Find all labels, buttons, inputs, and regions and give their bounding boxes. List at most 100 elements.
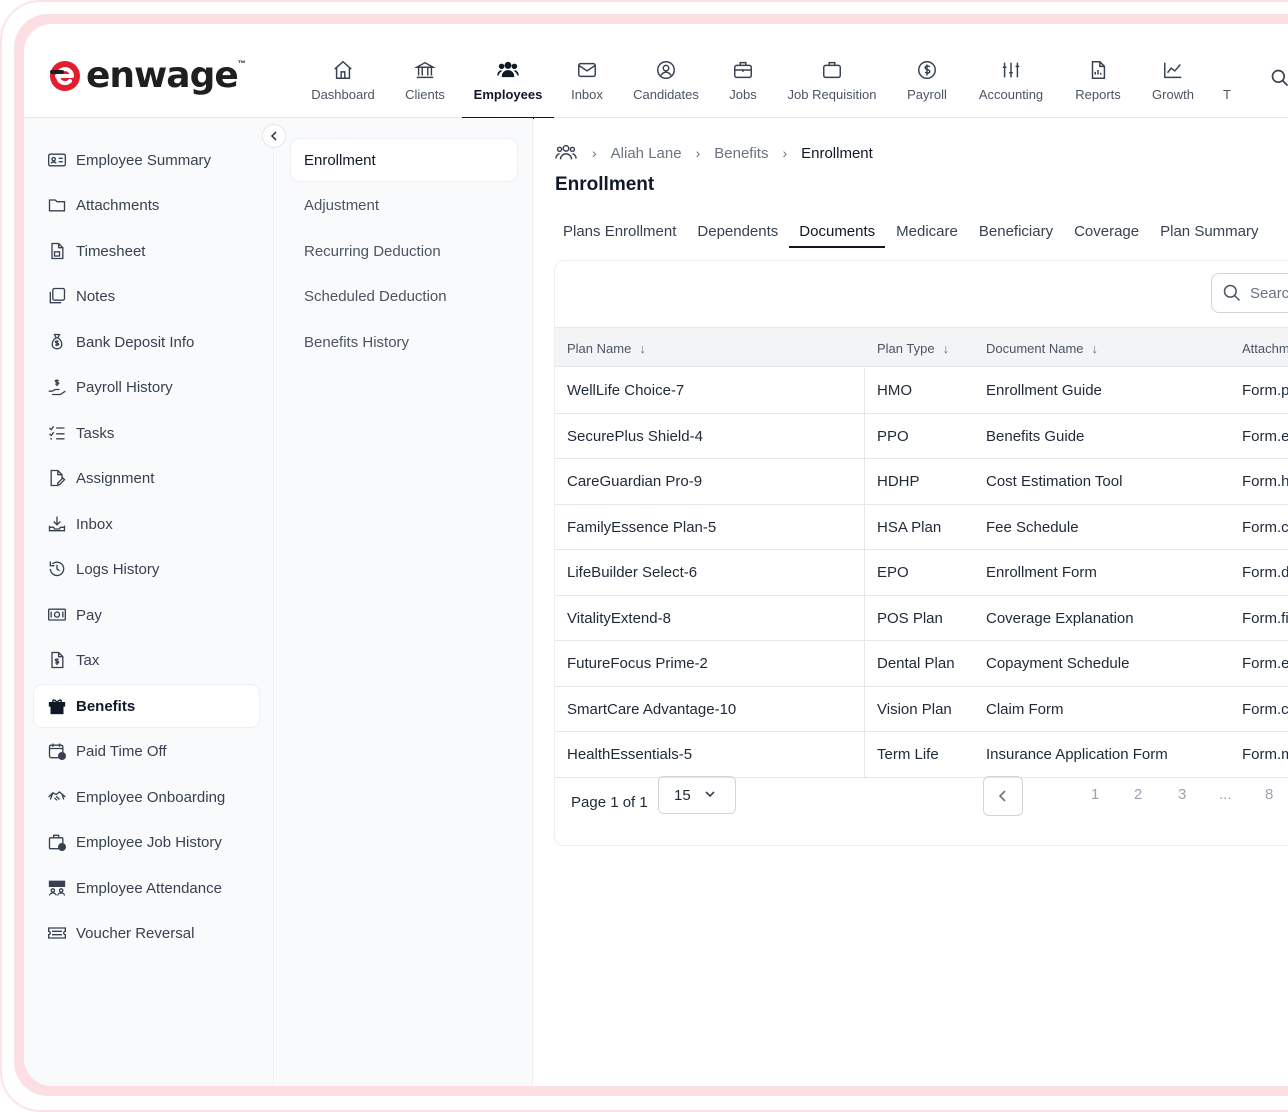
breadcrumb-benefits[interactable]: Benefits bbox=[714, 144, 769, 162]
page-number[interactable]: 1 bbox=[1091, 786, 1100, 803]
nav-clients[interactable]: Clients bbox=[388, 24, 462, 118]
column-attachment[interactable]: Attachment bbox=[1242, 340, 1288, 356]
calendar-user-icon bbox=[46, 740, 68, 762]
sidebar-collapse-button[interactable] bbox=[262, 124, 286, 148]
table-row[interactable]: SecurePlus Shield-4 PPO Benefits Guide Form… bbox=[555, 413, 1288, 459]
subnav-item-recurring-deduction[interactable]: Recurring Deduction bbox=[304, 242, 441, 260]
sidebar-item-timesheet[interactable]: Timesheet bbox=[34, 230, 259, 272]
nav-candidates[interactable]: Candidates bbox=[620, 24, 712, 118]
cell-document-name: Copayment Schedule bbox=[986, 655, 1130, 672]
tasks-icon bbox=[46, 422, 68, 444]
sort-arrow-icon[interactable]: ↓ bbox=[1091, 340, 1099, 356]
column-divider bbox=[864, 413, 865, 459]
nav-reports[interactable]: Reports bbox=[1058, 24, 1138, 118]
sidebar-item-paid-time-off[interactable]: Paid Time Off bbox=[34, 730, 259, 772]
cell-plan-type: PPO bbox=[877, 427, 909, 445]
sidebar-item-inbox[interactable]: Inbox bbox=[34, 503, 259, 545]
cell-document-name: Cost Estimation Tool bbox=[986, 473, 1123, 490]
nav-dashboard[interactable]: Dashboard bbox=[298, 24, 388, 118]
cell-attachment[interactable]: Form.html bbox=[1242, 473, 1288, 490]
tab-documents[interactable]: Documents bbox=[789, 214, 886, 248]
nav-inbox[interactable]: Inbox bbox=[554, 24, 620, 118]
page-number[interactable]: 2 bbox=[1134, 786, 1143, 803]
sidebar-item-label: Tax bbox=[76, 651, 100, 669]
nav-jobs[interactable]: Jobs bbox=[712, 24, 774, 118]
cell-plan-type: EPO bbox=[877, 564, 909, 581]
cell-attachment[interactable]: Form.exe bbox=[1242, 655, 1288, 672]
tab-coverage[interactable]: Coverage bbox=[1074, 222, 1140, 240]
sidebar-item-employee-summary[interactable]: Employee Summary bbox=[34, 139, 259, 181]
sidebar-item-attachments[interactable]: Attachments bbox=[34, 184, 259, 226]
sidebar-item-tax[interactable]: Tax bbox=[34, 639, 259, 681]
sidebar-item-pay[interactable]: Pay bbox=[34, 594, 259, 636]
cell-attachment[interactable]: Form.doc bbox=[1242, 564, 1288, 581]
home-icon bbox=[331, 58, 355, 82]
sidebar-item-payroll-history[interactable]: Payroll History bbox=[34, 366, 259, 408]
subnav-item-benefits-history[interactable]: Benefits History bbox=[304, 333, 410, 351]
tab-medicare[interactable]: Medicare bbox=[896, 222, 958, 240]
cell-plan-name: FamilyEssence Plan-5 bbox=[567, 518, 717, 536]
column-document-name[interactable]: Document Name ↓ bbox=[986, 340, 1099, 356]
sidebar-item-voucher-reversal[interactable]: Voucher Reversal bbox=[34, 912, 259, 954]
column-plan-name[interactable]: Plan Name ↓ bbox=[567, 340, 646, 356]
subnav-item-scheduled-deduction[interactable]: Scheduled Deduction bbox=[304, 287, 447, 305]
nav-accounting[interactable]: Accounting bbox=[964, 24, 1058, 118]
cell-attachment[interactable]: Form.mp4 bbox=[1242, 746, 1288, 763]
cell-attachment[interactable]: Form.exe bbox=[1242, 427, 1288, 445]
cell-plan-name: LifeBuilder Select-6 bbox=[567, 564, 698, 581]
page-number[interactable]: 8 bbox=[1265, 786, 1274, 803]
sidebar-item-notes[interactable]: Notes bbox=[34, 275, 259, 317]
page-size-value: 15 bbox=[674, 786, 691, 804]
chevron-right-icon: › bbox=[782, 145, 788, 161]
subnav-item-adjustment[interactable]: Adjustment bbox=[304, 196, 380, 214]
sidebar-item-label: Employee Onboarding bbox=[76, 788, 226, 806]
voucher-icon bbox=[46, 922, 68, 944]
breadcrumb-employee[interactable]: Aliah Lane bbox=[610, 144, 682, 162]
table-row[interactable]: SmartCare Advantage-10 Vision Plan Claim F… bbox=[555, 686, 1288, 732]
table-row[interactable]: WellLife Choice-7 HMO Enrollment Guide Form… bbox=[555, 368, 1288, 414]
cell-attachment[interactable]: Form.fig bbox=[1242, 609, 1288, 627]
table-row[interactable]: FutureFocus Prime-2 Dental Plan Copayment … bbox=[555, 641, 1288, 687]
sidebar-item-logs-history[interactable]: Logs History bbox=[34, 548, 259, 590]
column-plan-type[interactable]: Plan Type ↓ bbox=[877, 340, 950, 356]
attendance-icon bbox=[46, 877, 68, 899]
sidebar-item-employee-attendance[interactable]: Employee Attendance bbox=[34, 867, 259, 909]
nav-employees[interactable]: Employees bbox=[462, 24, 554, 119]
page-number[interactable]: 3 bbox=[1178, 786, 1187, 803]
sidebar-item-employee-onboarding[interactable]: Employee Onboarding bbox=[34, 776, 259, 818]
search-icon[interactable] bbox=[1270, 68, 1288, 88]
nav-payroll[interactable]: Payroll bbox=[890, 24, 964, 118]
tab-dependents[interactable]: Dependents bbox=[697, 222, 779, 240]
cell-attachment[interactable]: Form.css bbox=[1242, 518, 1288, 536]
cell-attachment[interactable]: Form.css bbox=[1242, 700, 1288, 718]
table-row[interactable]: HealthEssentials-5 Term Life Insurance App… bbox=[555, 732, 1288, 778]
search-input[interactable]: Search bbox=[1211, 273, 1288, 313]
table-row[interactable]: CareGuardian Pro-9 HDHP Cost Estimation To… bbox=[555, 459, 1288, 505]
prev-page-button[interactable] bbox=[983, 776, 1023, 816]
nav-more[interactable]: T bbox=[1208, 24, 1246, 118]
users-icon[interactable] bbox=[554, 142, 578, 164]
cell-attachment[interactable]: Form.pdf bbox=[1242, 382, 1288, 399]
sidebar-item-assignment[interactable]: Assignment bbox=[34, 457, 259, 499]
money-bag-icon bbox=[46, 331, 68, 353]
sidebar-item-bank-deposit-info[interactable]: Bank Deposit Info bbox=[34, 321, 259, 363]
table-row[interactable]: VitalityExtend-8 POS Plan Coverage Explana… bbox=[555, 595, 1288, 641]
sidebar-item-tasks[interactable]: Tasks bbox=[34, 412, 259, 454]
chevron-left-icon bbox=[998, 790, 1006, 802]
tab-plans-enrollment[interactable]: Plans Enrollment bbox=[563, 222, 677, 240]
sidebar-item-benefits[interactable]: Benefits bbox=[34, 685, 259, 727]
page-size-select[interactable]: 15 bbox=[658, 776, 736, 814]
table-row[interactable]: LifeBuilder Select-6 EPO Enrollment Form Fo… bbox=[555, 550, 1288, 596]
nav-job-requisition[interactable]: Job Requisition bbox=[774, 24, 890, 118]
sort-arrow-icon[interactable]: ↓ bbox=[942, 340, 950, 356]
nav-growth[interactable]: Growth bbox=[1138, 24, 1208, 118]
subnav-item-enrollment[interactable]: Enrollment bbox=[291, 139, 517, 181]
tab-plan-summary[interactable]: Plan Summary bbox=[1160, 222, 1259, 240]
tab-beneficiary[interactable]: Beneficiary bbox=[978, 222, 1054, 240]
brand-logo[interactable]: enwage ™ bbox=[48, 54, 246, 96]
benefits-subnav: Enrollment Adjustment Recurring Deductio… bbox=[275, 118, 533, 1086]
cell-plan-type: POS Plan bbox=[877, 609, 943, 627]
table-row[interactable]: FamilyEssence Plan-5 HSA Plan Fee Schedule… bbox=[555, 504, 1288, 550]
sidebar-item-employee-job-history[interactable]: Employee Job History bbox=[34, 821, 259, 863]
sort-arrow-icon[interactable]: ↓ bbox=[639, 340, 646, 356]
